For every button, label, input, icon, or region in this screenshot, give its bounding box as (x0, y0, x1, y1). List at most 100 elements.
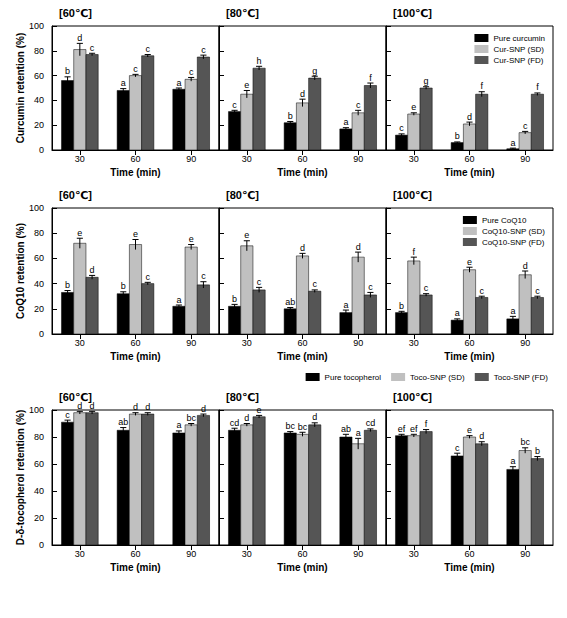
svg-text:90: 90 (186, 338, 196, 348)
svg-text:30: 30 (409, 549, 419, 559)
svg-text:60: 60 (130, 338, 140, 348)
svg-text:20: 20 (34, 304, 44, 314)
svg-text:100: 100 (29, 21, 44, 31)
svg-text:Time (min): Time (min) (444, 167, 494, 178)
svg-text:e: e (133, 229, 138, 239)
svg-text:60: 60 (130, 549, 140, 559)
svg-text:[60℃]: [60℃] (59, 391, 92, 403)
svg-text:60: 60 (130, 154, 140, 164)
svg-text:CoQ10-SNP (FD): CoQ10-SNP (FD) (482, 238, 545, 247)
svg-text:e: e (77, 228, 82, 238)
svg-text:c: c (90, 43, 95, 53)
svg-text:ef: ef (398, 424, 406, 434)
svg-text:60: 60 (297, 338, 307, 348)
svg-text:20: 20 (34, 513, 44, 523)
svg-text:40: 40 (34, 486, 44, 496)
svg-text:a: a (176, 420, 181, 430)
svg-text:d: d (133, 402, 138, 412)
svg-text:a: a (343, 117, 348, 127)
svg-text:Time (min): Time (min) (277, 562, 327, 573)
svg-text:a: a (176, 78, 181, 88)
svg-text:d: d (467, 112, 472, 122)
svg-text:f: f (369, 73, 372, 83)
svg-text:90: 90 (353, 549, 363, 559)
svg-text:f: f (480, 81, 483, 91)
svg-text:c: c (145, 272, 150, 282)
svg-text:bc: bc (285, 421, 295, 431)
svg-text:d: d (201, 404, 206, 414)
svg-text:a: a (356, 428, 361, 438)
svg-text:30: 30 (75, 549, 85, 559)
svg-text:d: d (312, 412, 317, 422)
svg-text:c: c (368, 282, 373, 292)
svg-text:80: 80 (34, 46, 44, 56)
svg-text:[80℃]: [80℃] (226, 391, 259, 403)
svg-text:h: h (257, 56, 262, 66)
svg-text:Time (min): Time (min) (277, 351, 327, 362)
svg-text:ab: ab (285, 297, 295, 307)
svg-text:b: b (121, 281, 126, 291)
svg-text:30: 30 (409, 338, 419, 348)
svg-text:Toco-SNP (SD): Toco-SNP (SD) (410, 373, 465, 382)
svg-text:[60℃]: [60℃] (59, 189, 92, 201)
svg-text:d: d (356, 242, 361, 252)
svg-text:90: 90 (520, 549, 530, 559)
svg-text:0: 0 (39, 540, 44, 550)
svg-text:60: 60 (297, 549, 307, 559)
svg-text:60: 60 (464, 154, 474, 164)
svg-text:c: c (257, 277, 262, 287)
svg-text:b: b (399, 301, 404, 311)
svg-text:b: b (455, 131, 460, 141)
svg-text:c: c (312, 279, 317, 289)
svg-text:d: d (90, 265, 95, 275)
svg-text:f: f (425, 419, 428, 429)
svg-text:60: 60 (464, 549, 474, 559)
svg-text:a: a (455, 308, 460, 318)
svg-text:Time (min): Time (min) (110, 351, 160, 362)
svg-text:b: b (232, 294, 237, 304)
svg-text:c: c (535, 286, 540, 296)
svg-text:90: 90 (353, 338, 363, 348)
svg-text:b: b (535, 446, 540, 456)
svg-text:[100℃]: [100℃] (393, 189, 432, 201)
svg-text:c: c (232, 100, 237, 110)
svg-text:[60℃]: [60℃] (59, 7, 92, 19)
svg-text:b: b (65, 280, 70, 290)
svg-text:100: 100 (29, 405, 44, 415)
svg-text:100: 100 (29, 203, 44, 213)
svg-text:d: d (300, 89, 305, 99)
svg-text:Pure tocopherol: Pure tocopherol (325, 373, 382, 382)
svg-text:a: a (510, 456, 515, 466)
svg-text:Curcumin retention (%): Curcumin retention (%) (15, 33, 26, 144)
svg-text:d: d (523, 261, 528, 271)
svg-text:Toco-SNP (FD): Toco-SNP (FD) (494, 373, 548, 382)
svg-text:60: 60 (34, 459, 44, 469)
svg-text:60: 60 (297, 154, 307, 164)
svg-text:bc: bc (520, 437, 530, 447)
svg-text:[100℃]: [100℃] (393, 391, 432, 403)
svg-text:e: e (244, 230, 249, 240)
svg-text:CoQ10 retention (%): CoQ10 retention (%) (15, 223, 26, 319)
svg-text:g: g (424, 76, 429, 86)
svg-text:30: 30 (242, 549, 252, 559)
svg-text:[80℃]: [80℃] (226, 189, 259, 201)
svg-text:a: a (510, 306, 515, 316)
svg-text:30: 30 (409, 154, 419, 164)
svg-text:Time (min): Time (min) (444, 562, 494, 573)
svg-text:c: c (189, 67, 194, 77)
svg-text:90: 90 (520, 154, 530, 164)
svg-text:Time (min): Time (min) (110, 562, 160, 573)
svg-text:0: 0 (39, 145, 44, 155)
svg-text:80: 80 (34, 228, 44, 238)
svg-text:ab: ab (341, 424, 351, 434)
svg-text:b: b (65, 66, 70, 76)
svg-text:c: c (455, 443, 460, 453)
svg-text:c: c (133, 64, 138, 74)
svg-text:d: d (77, 33, 82, 43)
svg-text:e: e (189, 234, 194, 244)
svg-text:90: 90 (353, 154, 363, 164)
svg-text:ef: ef (410, 424, 418, 434)
svg-text:c: c (523, 121, 528, 131)
svg-text:c: c (479, 286, 484, 296)
svg-text:Cur-SNP (SD): Cur-SNP (SD) (493, 45, 544, 54)
